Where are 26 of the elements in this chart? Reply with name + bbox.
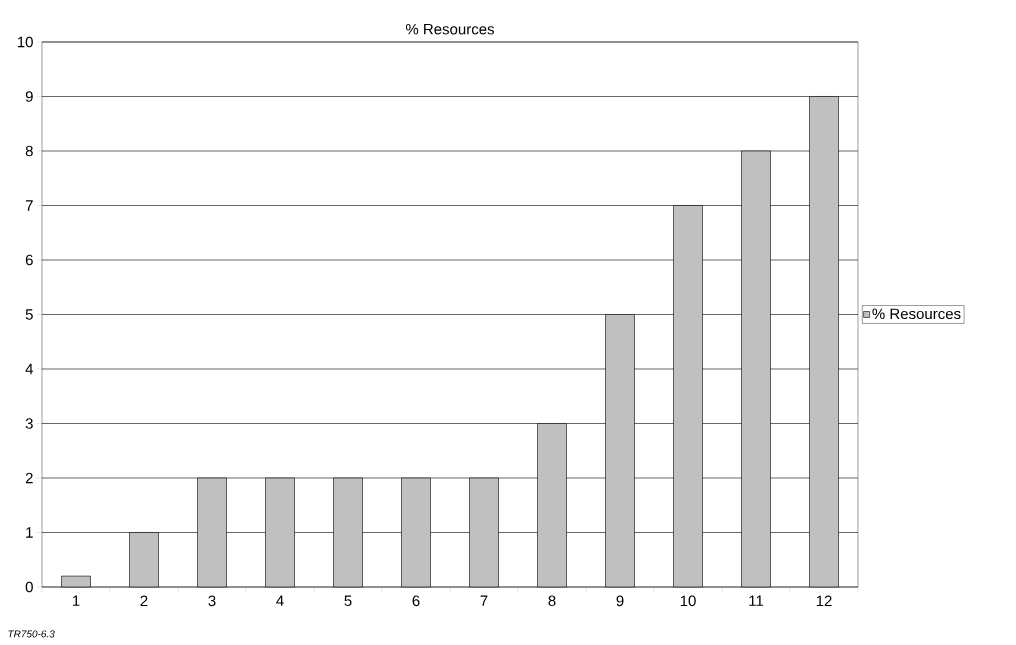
text: TR750-6.3 (8, 630, 55, 638)
y-tick-label: 3 (25, 418, 33, 429)
x-tick-label: 9 (616, 595, 624, 607)
x-tick-label: 5 (344, 595, 352, 606)
y-tick-label: 6 (25, 254, 33, 266)
x-tick-label: 11 (749, 595, 764, 606)
y-tick-label: 0 (25, 581, 33, 593)
y-tick-label: 2 (25, 472, 33, 484)
y-tick-label: 1 (26, 527, 33, 538)
x-tick-label: 7 (480, 595, 488, 606)
chart-title: % Resources (405, 23, 495, 35)
y-tick-label: 9 (25, 91, 33, 102)
x-tick-label: 12 (816, 595, 832, 607)
y-tick-label: 4 (25, 363, 34, 375)
x-tick-label: 10 (680, 595, 696, 607)
x-tick-label: 8 (548, 595, 556, 607)
x-tick-label: 2 (140, 595, 148, 607)
x-tick-label: 3 (208, 595, 216, 607)
x-tick-label: 6 (412, 595, 420, 607)
legend-label: % Resources (872, 308, 961, 320)
y-tick-label: 7 (25, 200, 33, 211)
x-tick-label: 1 (72, 595, 80, 606)
x-tick-label: 4 (276, 595, 284, 606)
y-tick-label: 5 (25, 309, 33, 320)
y-tick-label: 10 (17, 36, 33, 48)
y-tick-label: 8 (25, 145, 33, 157)
